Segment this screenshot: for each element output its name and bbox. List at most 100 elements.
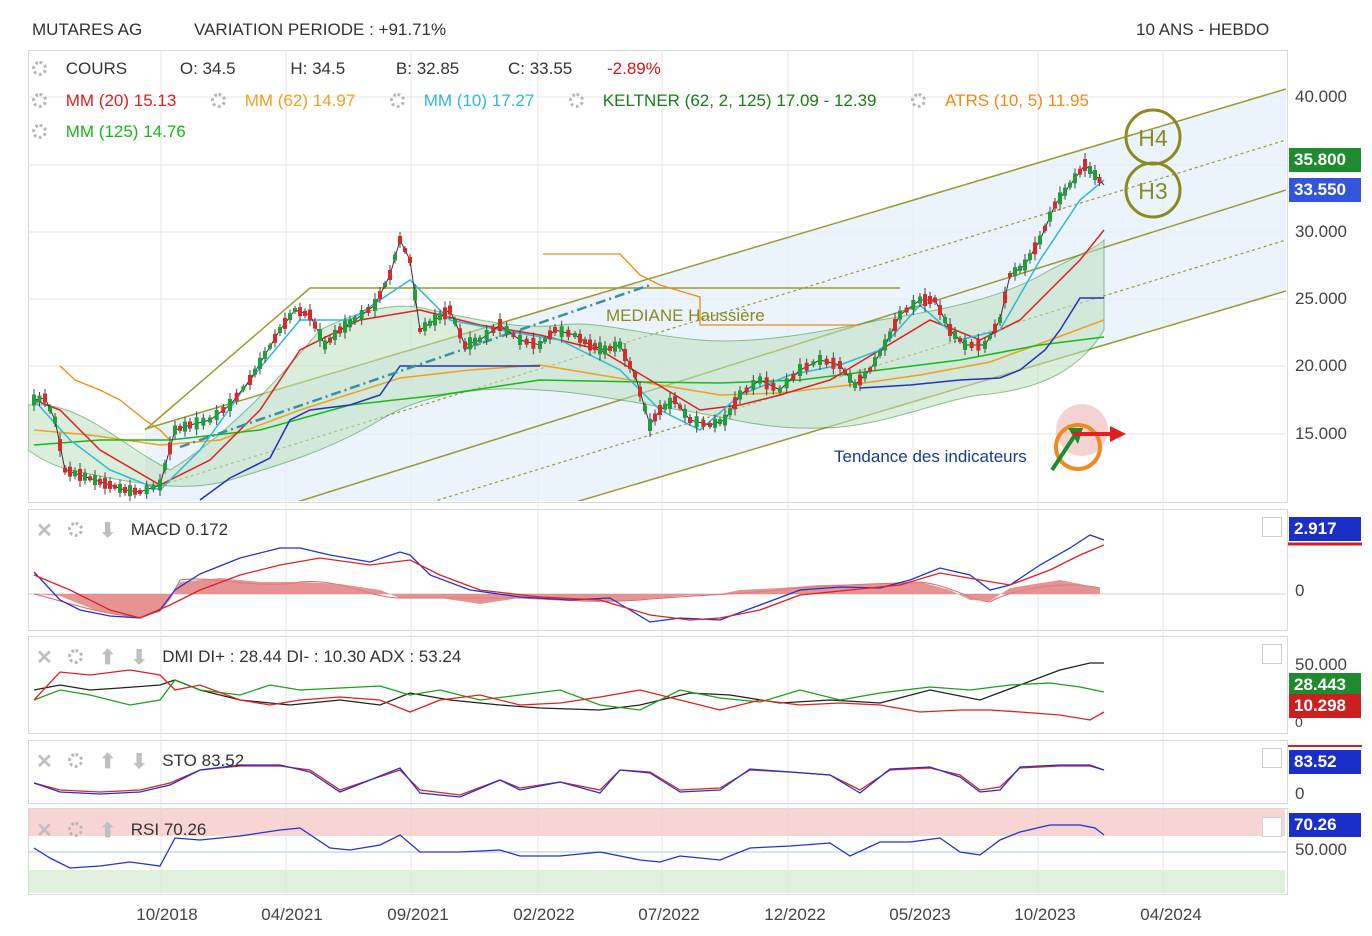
- candle-body: [653, 413, 657, 422]
- move-up-icon[interactable]: ⬆: [99, 751, 116, 773]
- candle-body: [888, 331, 892, 339]
- mm62-gear-icon[interactable]: [211, 93, 227, 108]
- candle-body: [771, 382, 776, 391]
- candle-body: [403, 248, 407, 252]
- candle-body: [273, 333, 277, 343]
- candle-body: [1033, 242, 1037, 255]
- sto-gear-icon[interactable]: [67, 753, 83, 768]
- dmi-values: DI+ : 28.44 DI- : 10.30 ADX : 53.24: [198, 647, 462, 666]
- candle-body: [663, 403, 667, 410]
- atrs-gear-icon[interactable]: [911, 93, 927, 108]
- candle-body: [303, 310, 307, 316]
- x-label-07-2022: 07/2022: [638, 905, 700, 924]
- candle-body: [163, 463, 167, 471]
- dmi-checkbox[interactable]: [1262, 644, 1282, 664]
- close-icon[interactable]: ✕: [36, 751, 53, 773]
- candle-body: [113, 484, 117, 489]
- candle-body: [263, 351, 267, 359]
- move-down-icon[interactable]: ⬇: [130, 647, 148, 669]
- macd-signal-line: [33, 544, 1105, 621]
- close-icon[interactable]: ✕: [36, 820, 53, 842]
- x-label-10-2023: 10/2023: [1014, 905, 1076, 924]
- close-icon[interactable]: ✕: [36, 647, 53, 669]
- x-label-04-2021: 04/2021: [261, 905, 323, 924]
- candle-body: [353, 317, 357, 323]
- candle-body: [701, 419, 706, 427]
- candle-body: [1023, 259, 1027, 271]
- candle-body: [784, 378, 789, 389]
- candle-body: [398, 236, 402, 244]
- candle-body: [408, 257, 412, 263]
- last-price-tag: 33.550: [1289, 178, 1361, 202]
- candle-body: [1008, 273, 1012, 277]
- sto-checkbox[interactable]: [1262, 748, 1282, 768]
- candle-body: [694, 416, 699, 428]
- candle-body: [723, 414, 727, 426]
- move-down-icon[interactable]: ⬇: [130, 751, 148, 773]
- dmi-axis-50: 50.000: [1295, 655, 1347, 674]
- indicator-row-2: MM (125) 14.76: [32, 122, 192, 142]
- candle-body: [578, 333, 582, 343]
- close-icon[interactable]: ✕: [36, 520, 53, 542]
- candle-body: [848, 373, 852, 383]
- candle-body: [283, 317, 287, 329]
- candle-body: [1013, 267, 1017, 277]
- candle-body: [831, 357, 836, 369]
- mm125-gear-icon[interactable]: [32, 124, 47, 139]
- pitchfork-handle: [144, 287, 900, 431]
- candle-body: [151, 484, 156, 490]
- cours-gear-icon[interactable]: [32, 61, 47, 76]
- candle-body: [138, 490, 142, 494]
- open-value: O: 34.5: [179, 59, 236, 78]
- candle-body: [241, 386, 246, 391]
- candle-body: [858, 374, 862, 386]
- macd-gear-icon[interactable]: [67, 522, 83, 537]
- candle-body: [843, 369, 847, 374]
- dmi-gear-icon[interactable]: [67, 649, 83, 664]
- mediane-label: MEDIANE Haussière: [606, 306, 765, 325]
- sto-panel: [28, 740, 1288, 804]
- candle-body: [983, 341, 987, 349]
- stop-line-2: [859, 297, 1104, 389]
- mm20-gear-icon[interactable]: [32, 93, 47, 108]
- candle-body: [566, 329, 571, 337]
- candle-body: [798, 364, 802, 376]
- candle-body: [878, 350, 882, 356]
- candle-body: [948, 324, 952, 336]
- move-down-icon[interactable]: ⬇: [99, 520, 116, 542]
- candle-body: [333, 330, 337, 340]
- candle-body: [933, 297, 937, 303]
- macd-histogram: [34, 578, 1100, 617]
- candle-body: [183, 421, 187, 432]
- candle-body: [144, 485, 149, 495]
- dmi-plus-tag: 28.443: [1289, 673, 1361, 697]
- rsi-gear-icon[interactable]: [67, 822, 83, 837]
- candle-body: [188, 421, 192, 429]
- candle-body: [473, 337, 477, 346]
- rsi-checkbox[interactable]: [1262, 817, 1282, 837]
- mm10-gear-icon[interactable]: [390, 93, 406, 108]
- candle-body: [373, 299, 377, 311]
- candle-body: [37, 395, 42, 403]
- macd-checkbox[interactable]: [1262, 517, 1282, 537]
- x-label-02-2022: 02/2022: [513, 905, 575, 924]
- di-minus-line: [33, 669, 1105, 721]
- candle-body: [278, 327, 282, 333]
- candle-body: [643, 405, 647, 412]
- rsi-header: ✕ ⬆ RSI 70.26: [36, 818, 206, 843]
- candle-body: [268, 344, 272, 349]
- candle-body: [128, 485, 132, 497]
- mm10-label: MM (10) 17.27: [423, 91, 535, 110]
- dmi-minus-tag: 10.298: [1289, 694, 1361, 718]
- candle-body: [1088, 166, 1092, 174]
- candle-body: [588, 339, 592, 351]
- candle-body: [383, 283, 387, 287]
- candle-body: [1063, 187, 1067, 196]
- candle-body: [818, 355, 822, 365]
- candle-body: [531, 337, 536, 349]
- move-up-icon[interactable]: ⬆: [99, 647, 116, 669]
- move-up-icon[interactable]: ⬆: [99, 820, 116, 842]
- keltner-gear-icon[interactable]: [569, 93, 585, 108]
- candle-body: [511, 333, 516, 337]
